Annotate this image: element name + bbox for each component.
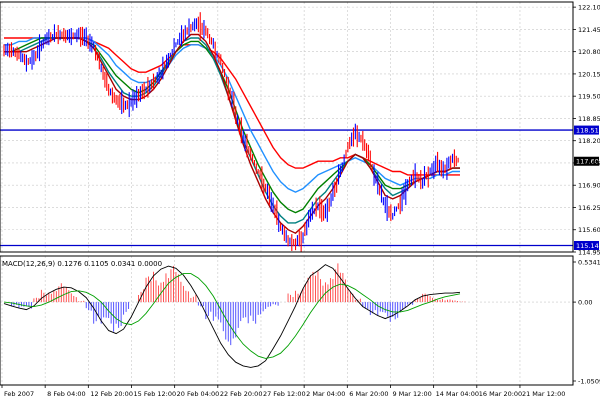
time-tick-label: 22 Feb 20:00 [220,390,263,398]
macd-panel-frame [0,255,574,386]
macd-tick-label: 0.5341 [578,259,600,267]
time-tick-label: 20 Feb 04:00 [177,390,220,398]
time-tick-label: 12 Feb 20:00 [90,390,133,398]
level-price-box [574,125,599,135]
price-tick-label: 118.20 [578,137,600,145]
price-tick-label: 116.25 [578,204,600,212]
price-bars [3,12,459,253]
macd-axis: 0.5341 0.00 -1.0509 [573,259,600,386]
time-tick-label: 9 Mar 12:00 [392,390,431,398]
price-tick-label: 116.90 [578,182,600,190]
time-tick-label: Feb 2007 [4,390,34,398]
current-price-box [574,156,599,166]
macd-signal-line [3,273,461,359]
time-tick-label: 21 Mar 12:00 [522,390,565,398]
macd-lines [3,264,461,368]
time-tick-label: 16 Mar 20:00 [479,390,522,398]
price-tick-label: 117.55 [578,159,600,167]
price-tick-label: 120.15 [578,70,600,78]
price-tick-label: 120.80 [578,48,600,56]
horizontal-levels[interactable]: 118.51 115.14 117.60 [0,125,599,250]
price-tick-label: 121.45 [578,26,600,34]
time-tick-label: 27 Feb 12:00 [263,390,306,398]
macd-tick-label: 0.00 [578,299,592,307]
time-axis: Feb 2007 8 Feb 04:00 12 Feb 20:00 15 Feb 12… [1,385,565,398]
macd-tick-label: -1.0509 [578,378,600,386]
level-price-label: 115.14 [576,242,599,250]
macd-line [3,264,461,368]
price-axis: 122.10 121.45 120.80 120.15 119.50 118.85 118.… [573,4,600,257]
price-tick-label: 114.95 [578,249,600,257]
time-tick-label: 6 Mar 20:00 [349,390,388,398]
macd-title: MACD(12,26,9) 0.1276 0.1105 0.0341 0.000… [2,260,162,268]
price-tick-label: 119.50 [578,93,600,101]
time-tick-label: 8 Feb 04:00 [47,390,86,398]
price-tick-label: 122.10 [578,4,600,12]
moving-average-line [4,33,460,235]
time-tick-label: 15 Feb 12:00 [133,390,176,398]
level-price-box [574,240,599,250]
level-price-label: 118.51 [576,127,599,135]
time-tick-label: 14 Mar 04:00 [436,390,479,398]
current-price-label: 117.60 [576,158,599,166]
time-tick-label: 2 Mar 04:00 [306,390,345,398]
price-panel-frame [0,1,574,253]
price-tick-label: 118.85 [578,115,600,123]
price-tick-label: 115.60 [578,226,600,234]
macd-grid [0,256,573,385]
